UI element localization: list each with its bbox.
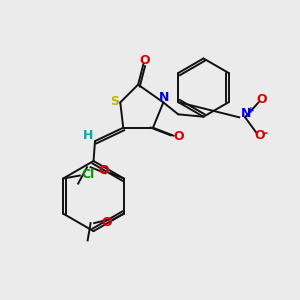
Text: +: + (247, 106, 254, 115)
Text: S: S (110, 95, 119, 108)
Text: N: N (159, 92, 169, 104)
Text: O: O (174, 130, 184, 143)
Text: O: O (140, 54, 150, 67)
Text: Cl: Cl (82, 168, 95, 181)
Text: O: O (255, 129, 265, 142)
Text: N: N (241, 107, 251, 120)
Text: O: O (99, 164, 109, 177)
Text: -: - (262, 127, 267, 140)
Text: H: H (83, 129, 94, 142)
Text: O: O (257, 93, 267, 106)
Text: O: O (102, 216, 112, 229)
